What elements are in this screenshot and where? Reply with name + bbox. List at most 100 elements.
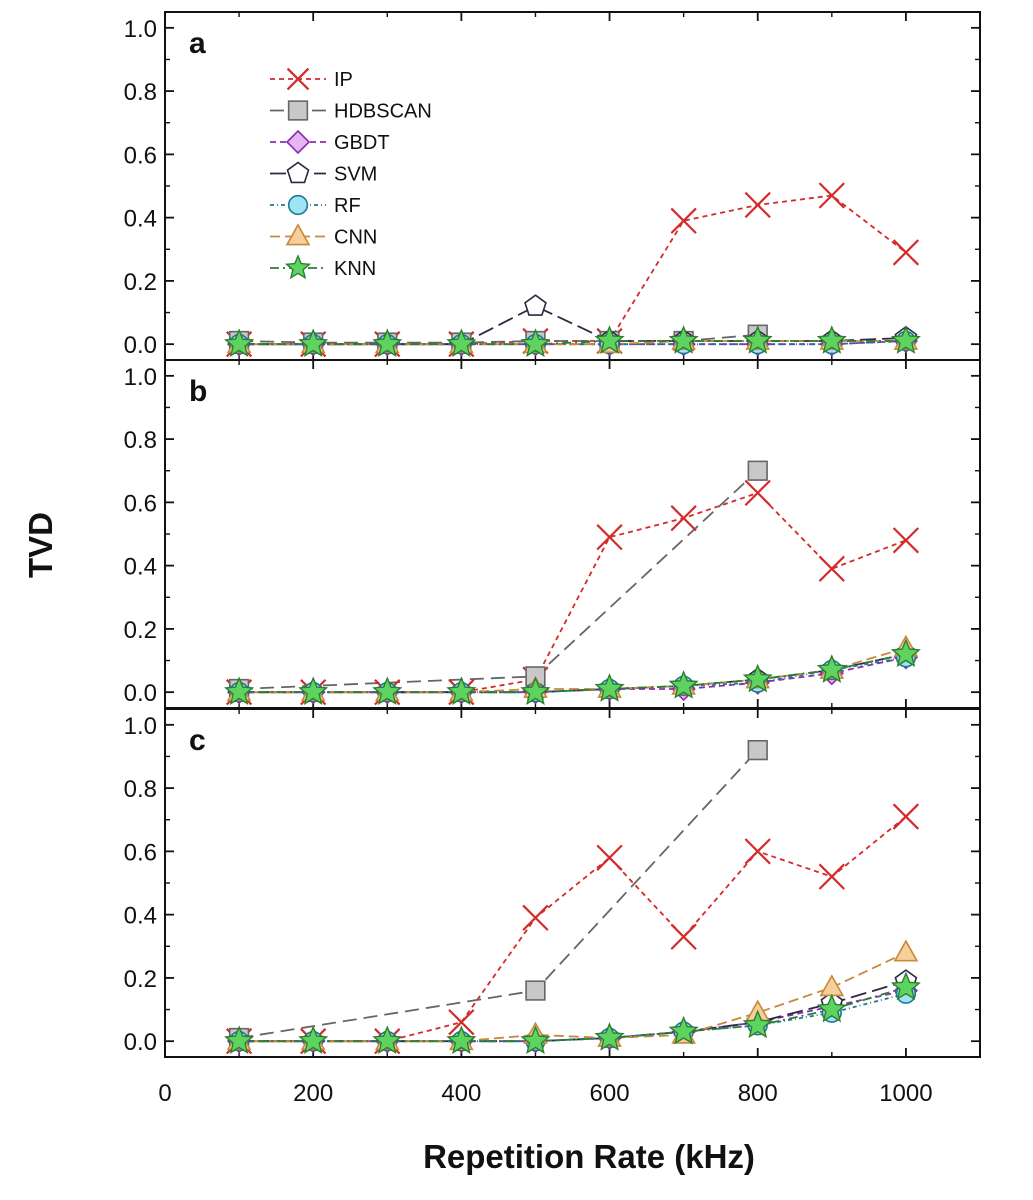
data-point-knn [816, 993, 847, 1023]
data-point-ip [892, 239, 920, 266]
legend-label: KNN [334, 258, 376, 280]
y-tick-label: 0.4 [124, 903, 157, 930]
legend: IP HDBSCAN GBDT SVM RF CNN KNN [270, 67, 432, 280]
data-point-hdbscan [525, 980, 546, 1001]
legend-label: IP [334, 69, 353, 91]
y-tick-label: 0.8 [124, 79, 157, 106]
data-point-ip [818, 182, 845, 209]
data-point-knn [298, 676, 329, 705]
y-tick-label: 0.8 [124, 776, 157, 803]
data-point-knn [298, 328, 329, 357]
data-point-knn [446, 328, 477, 357]
data-point-cnn [893, 939, 919, 962]
y-axis-title: TVD [22, 512, 59, 578]
data-point-ip [744, 838, 771, 865]
y-tick-label: 0.2 [124, 966, 157, 993]
series-line-ip [239, 491, 907, 694]
data-point-knn [446, 676, 477, 705]
panel-label: c [189, 724, 206, 757]
data-point-knn [816, 654, 847, 683]
data-point-knn [372, 1025, 403, 1054]
y-tick-label: 0.6 [124, 839, 157, 866]
data-point-knn [890, 971, 921, 1001]
data-point-hdbscan [747, 460, 768, 481]
panel-frame [164, 708, 981, 1058]
x-tick-label: 1000 [879, 1080, 932, 1107]
series-line-rf [239, 992, 907, 1043]
panel-frame [164, 11, 981, 361]
x-axis-title: Repetition Rate (kHz) [423, 1138, 755, 1175]
y-tick-label: 1.0 [124, 16, 157, 43]
y-tick-label: 0.4 [124, 206, 157, 233]
y-tick-label: 1.0 [124, 713, 157, 740]
data-point-knn [816, 325, 847, 354]
data-point-ip [744, 191, 771, 219]
data-point-ip [448, 1009, 475, 1036]
y-tick-label: 0.2 [124, 617, 157, 644]
chart-panels: 0.00.20.40.60.81.0 a0.00.20.40.60.81.0 b0.… [124, 11, 981, 1107]
data-point-knn [742, 1009, 773, 1039]
data-point-ip [892, 803, 920, 830]
series-line-knn [239, 653, 907, 694]
x-tick-label: 200 [293, 1080, 333, 1107]
y-tick-label: 0.8 [124, 427, 157, 454]
y-tick-label: 0.0 [124, 332, 157, 359]
legend-item-cnn: CNN [270, 223, 377, 249]
legend-item-gbdt: GBDT [270, 129, 390, 155]
data-point-ip [744, 479, 771, 507]
data-point-knn [520, 1025, 551, 1054]
legend-item-knn: KNN [270, 254, 376, 280]
data-point-ip [596, 524, 623, 551]
y-tick-label: 0.0 [124, 1029, 157, 1056]
legend-marker-rf [287, 194, 309, 216]
legend-label: CNN [334, 227, 377, 249]
panel-b: 0.0 0.2 0.4 0.6 0.8 1.0 b [124, 359, 981, 709]
data-point-ip [818, 863, 845, 890]
y-tick-label: 0.0 [124, 680, 157, 707]
data-point-ip [892, 527, 920, 554]
y-tick-label: 1.0 [124, 364, 157, 391]
panel-frame [164, 359, 981, 709]
series-line-rf [239, 656, 907, 694]
series-line-cnn [239, 951, 907, 1043]
data-point-knn [742, 325, 773, 354]
data-point-knn [446, 1025, 477, 1054]
series-line-gbdt [239, 989, 907, 1043]
legend-label: SVM [334, 164, 377, 186]
legend-marker-knn [284, 254, 312, 280]
x-tick-label: 800 [738, 1080, 778, 1107]
series-line-gbdt [239, 656, 907, 694]
legend-item-hdbscan: HDBSCAN [270, 100, 432, 123]
legend-marker-svm [286, 161, 310, 184]
series-line-hdbscan [239, 470, 759, 690]
y-tick-label: 0.4 [124, 554, 157, 581]
series-line-knn [239, 986, 907, 1043]
data-point-knn [742, 663, 773, 693]
y-tick-label: 0.2 [124, 269, 157, 296]
data-point-knn [372, 328, 403, 357]
y-tick-label: 0.6 [124, 142, 157, 169]
legend-marker-cnn [285, 223, 311, 246]
data-point-hdbscan [747, 739, 768, 761]
series-line-svm [239, 653, 907, 694]
legend-item-rf: RF [270, 194, 361, 217]
series-line-svm [239, 305, 906, 346]
series-line-hdbscan [238, 749, 759, 1039]
data-point-knn [224, 328, 255, 357]
series-line-svm [239, 980, 907, 1043]
data-point-knn [890, 325, 921, 354]
x-tick-label: 0 [158, 1080, 171, 1107]
series-line-cnn [239, 647, 907, 694]
series-line-knn [239, 340, 906, 346]
panel-label: b [189, 375, 207, 408]
data-point-knn [594, 1022, 625, 1051]
data-point-knn [224, 676, 255, 705]
legend-marker-hdbscan [287, 100, 309, 121]
legend-item-svm: SVM [270, 161, 377, 186]
data-point-knn [520, 328, 551, 357]
legend-marker-ip [286, 67, 310, 91]
legend-marker-gbdt [285, 129, 311, 155]
series-line-ip [239, 815, 907, 1043]
y-tick-label: 0.6 [124, 490, 157, 517]
